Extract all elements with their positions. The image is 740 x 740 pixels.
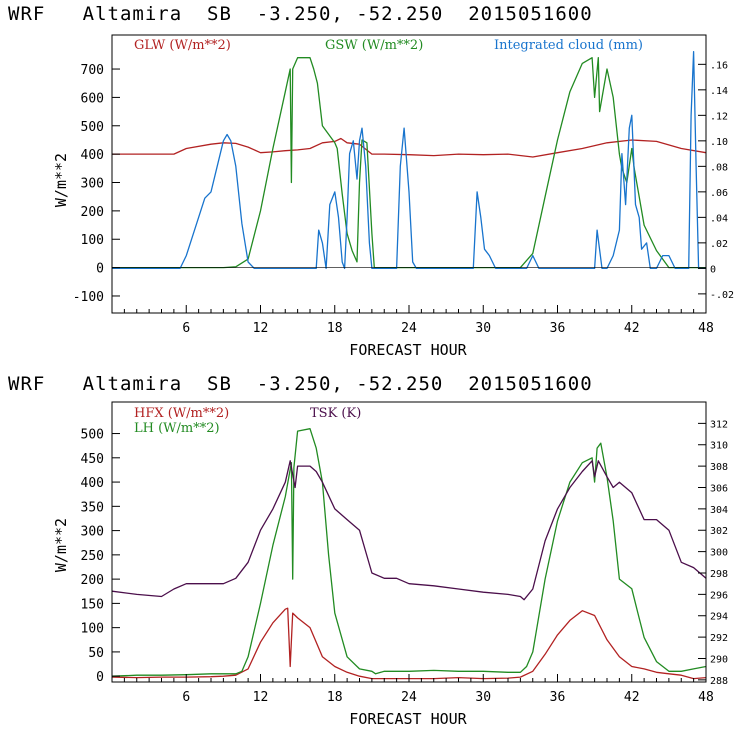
chart-bottom-y2tick-label-7: 302 [710,526,728,537]
chart-bottom-xtick-label-4: 30 [475,690,491,705]
chart-bottom-y2tick-label-10: 308 [710,462,728,473]
chart-bottom-series-2-line [111,460,707,601]
chart-bottom-y2tick-label-8: 304 [710,505,728,516]
chart-bottom-xtick-label-6: 42 [624,690,640,705]
chart-bottom-y2tick-label-2: 292 [710,633,728,644]
chart-bottom-y2tick-label-12: 312 [710,419,728,430]
chart-top-ytick-label-7: 600 [81,91,104,106]
chart-top-y2tick-label-9: .16 [710,60,728,71]
chart-bottom-y2tick-label-3: 294 [710,612,728,623]
chart-bottom-ytick-label-8: 400 [81,476,104,491]
chart-bottom-xtick-label-3: 24 [401,690,417,705]
chart-bottom-y2tick-label-4: 296 [710,590,728,601]
chart-bottom-y2tick-label-5: 298 [710,569,728,580]
chart-bottom-xtick-label-2: 18 [327,690,343,705]
chart-bottom-y2tick-label-1: 290 [710,654,728,665]
chart-bottom-ytick-label-0: 0 [96,670,104,685]
chart-top-y2tick-label-8: .14 [710,86,728,97]
chart-bottom-ytick-label-3: 150 [81,597,104,612]
chart-top-ytick-label-8: 700 [81,63,104,78]
chart-top-xtick-label-7: 48 [698,321,714,336]
chart-top-xtick-label-2: 18 [327,321,343,336]
chart-bottom: WRF Altamira SB -3.250, -52.250 20150516… [8,373,728,728]
chart-bottom-xtick-label-7: 48 [698,690,714,705]
chart-bottom-ytick-label-4: 200 [81,573,104,588]
chart-top-legend-glw: GLW (W/m**2) [134,38,231,53]
chart-bottom-y2tick-label-6: 300 [710,548,728,559]
chart-top-xtick-label-6: 42 [624,321,640,336]
chart-top-xtick-label-5: 36 [550,321,566,336]
chart-top-y2tick-label-2: .02 [710,239,728,250]
chart-top-ytick-label-3: 200 [81,205,104,220]
chart-bottom-y2tick-label-11: 310 [710,441,728,452]
chart-bottom-title: WRF Altamira SB -3.250, -52.250 20150516… [8,373,593,395]
chart-bottom-axes-group: 6 12 18 24 30 36 42 48 0 50 100 150 200 250 300 350 400 4… [81,419,729,705]
chart-top-ytick-label-6: 500 [81,120,104,135]
chart-top-plot-frame [111,34,707,314]
chart-bottom-xtick-label-0: 6 [182,690,190,705]
chart-top-ytick-label-4: 300 [81,177,104,192]
chart-bottom-ytick-label-2: 100 [81,622,104,637]
chart-top: WRF Altamira SB -3.250, -52.250 20150516… [8,3,734,359]
chart-top-axes-group: 6 12 18 24 30 36 42 48 -100 0 100 200 300 400 500 600 70… [73,60,734,336]
chart-bottom-y2tick-label-9: 306 [710,483,728,494]
chart-top-y2tick-label-4: .06 [710,188,728,199]
chart-bottom-ylabel: W/m**2 [52,518,70,572]
chart-top-ylabel: W/m**2 [52,153,70,207]
chart-top-title: WRF Altamira SB -3.250, -52.250 20150516… [8,3,593,25]
chart-bottom-xlabel: FORECAST HOUR [349,710,467,728]
chart-bottom-ytick-label-1: 50 [88,646,104,661]
chart-top-xtick-label-1: 12 [253,321,269,336]
chart-bottom-ytick-label-9: 450 [81,452,104,467]
chart-top-xtick-label-4: 30 [475,321,491,336]
chart-top-ytick-label-5: 400 [81,148,104,163]
chart-bottom-legend-tsk: TSK (K) [310,406,361,421]
chart-top-y2tick-label-3: .04 [710,213,728,224]
chart-bottom-xtick-label-1: 12 [253,690,269,705]
chart-top-y2tick-label-5: .08 [710,162,728,173]
chart-top-y2tick-label-7: .12 [710,111,728,122]
chart-bottom-series-1-line [111,428,707,677]
chart-bottom-ytick-label-10: 500 [81,428,104,443]
chart-bottom-ytick-label-5: 250 [81,549,104,564]
chart-top-y2tick-label-0: -.02 [710,290,734,301]
chart-bottom-plot-frame [111,401,707,683]
chart-top-xtick-label-3: 24 [401,321,417,336]
chart-bottom-legend-lh: LH (W/m**2) [134,421,220,436]
chart-top-ytick-label-1: 0 [96,262,104,277]
chart-bottom-y2tick-label-0: 288 [710,676,728,687]
chart-top-legend-gsw: GSW (W/m**2) [325,38,423,53]
chart-top-series-2-line [112,50,706,270]
chart-top-xtick-label-0: 6 [182,321,190,336]
chart-top-series-group [112,50,707,270]
chart-top-ytick-label-2: 100 [81,233,104,248]
chart-top-ytick-label-0: -100 [73,290,104,305]
chart-top-legend-cloud: Integrated cloud (mm) [494,38,643,53]
chart-bottom-ytick-label-7: 350 [81,500,104,515]
chart-top-xlabel: FORECAST HOUR [349,341,467,359]
chart-top-y2tick-label-6: .10 [710,137,728,148]
chart-bottom-xtick-label-5: 36 [550,690,566,705]
chart-bottom-ytick-label-6: 300 [81,525,104,540]
chart-bottom-legend-hfx: HFX (W/m**2) [134,406,229,421]
chart-top-y2tick-label-1: 0 [710,264,716,275]
